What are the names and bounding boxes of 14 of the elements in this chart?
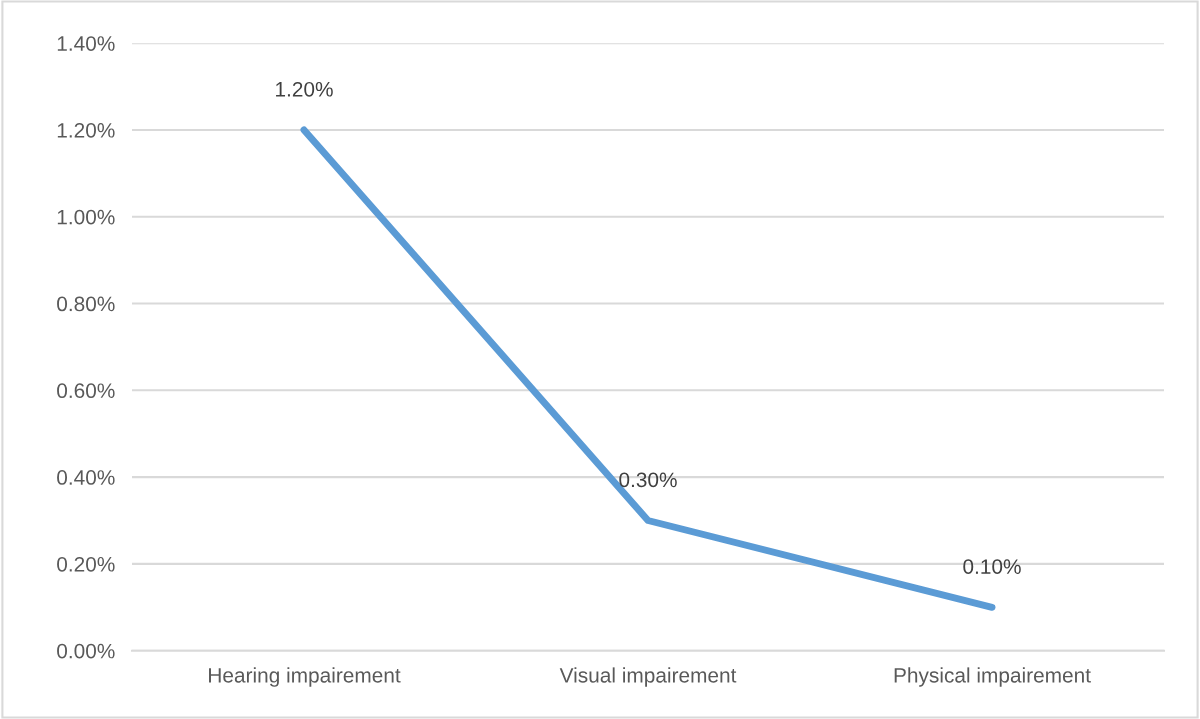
y-tick-label: 0.80%: [57, 296, 115, 312]
y-tick-label: 1.00%: [57, 209, 115, 225]
y-tick-label: 1.20%: [57, 122, 115, 138]
data-label: 0.30%: [619, 472, 677, 488]
y-tick-label: 0.40%: [57, 470, 115, 485]
y-tick-label: 0.20%: [57, 556, 115, 572]
x-tick-label: Hearing impairement: [209, 667, 401, 687]
data-label: 1.20%: [276, 81, 333, 97]
y-tick-label: 1.40%: [57, 36, 115, 51]
x-tick-label: Physical impairement: [894, 667, 1091, 687]
y-tick-label: 0.60%: [57, 383, 115, 399]
y-tick-label: 0.00%: [57, 643, 115, 659]
x-tick-label: Visual impairement: [559, 667, 737, 687]
data-label: 0.10%: [963, 559, 1021, 574]
